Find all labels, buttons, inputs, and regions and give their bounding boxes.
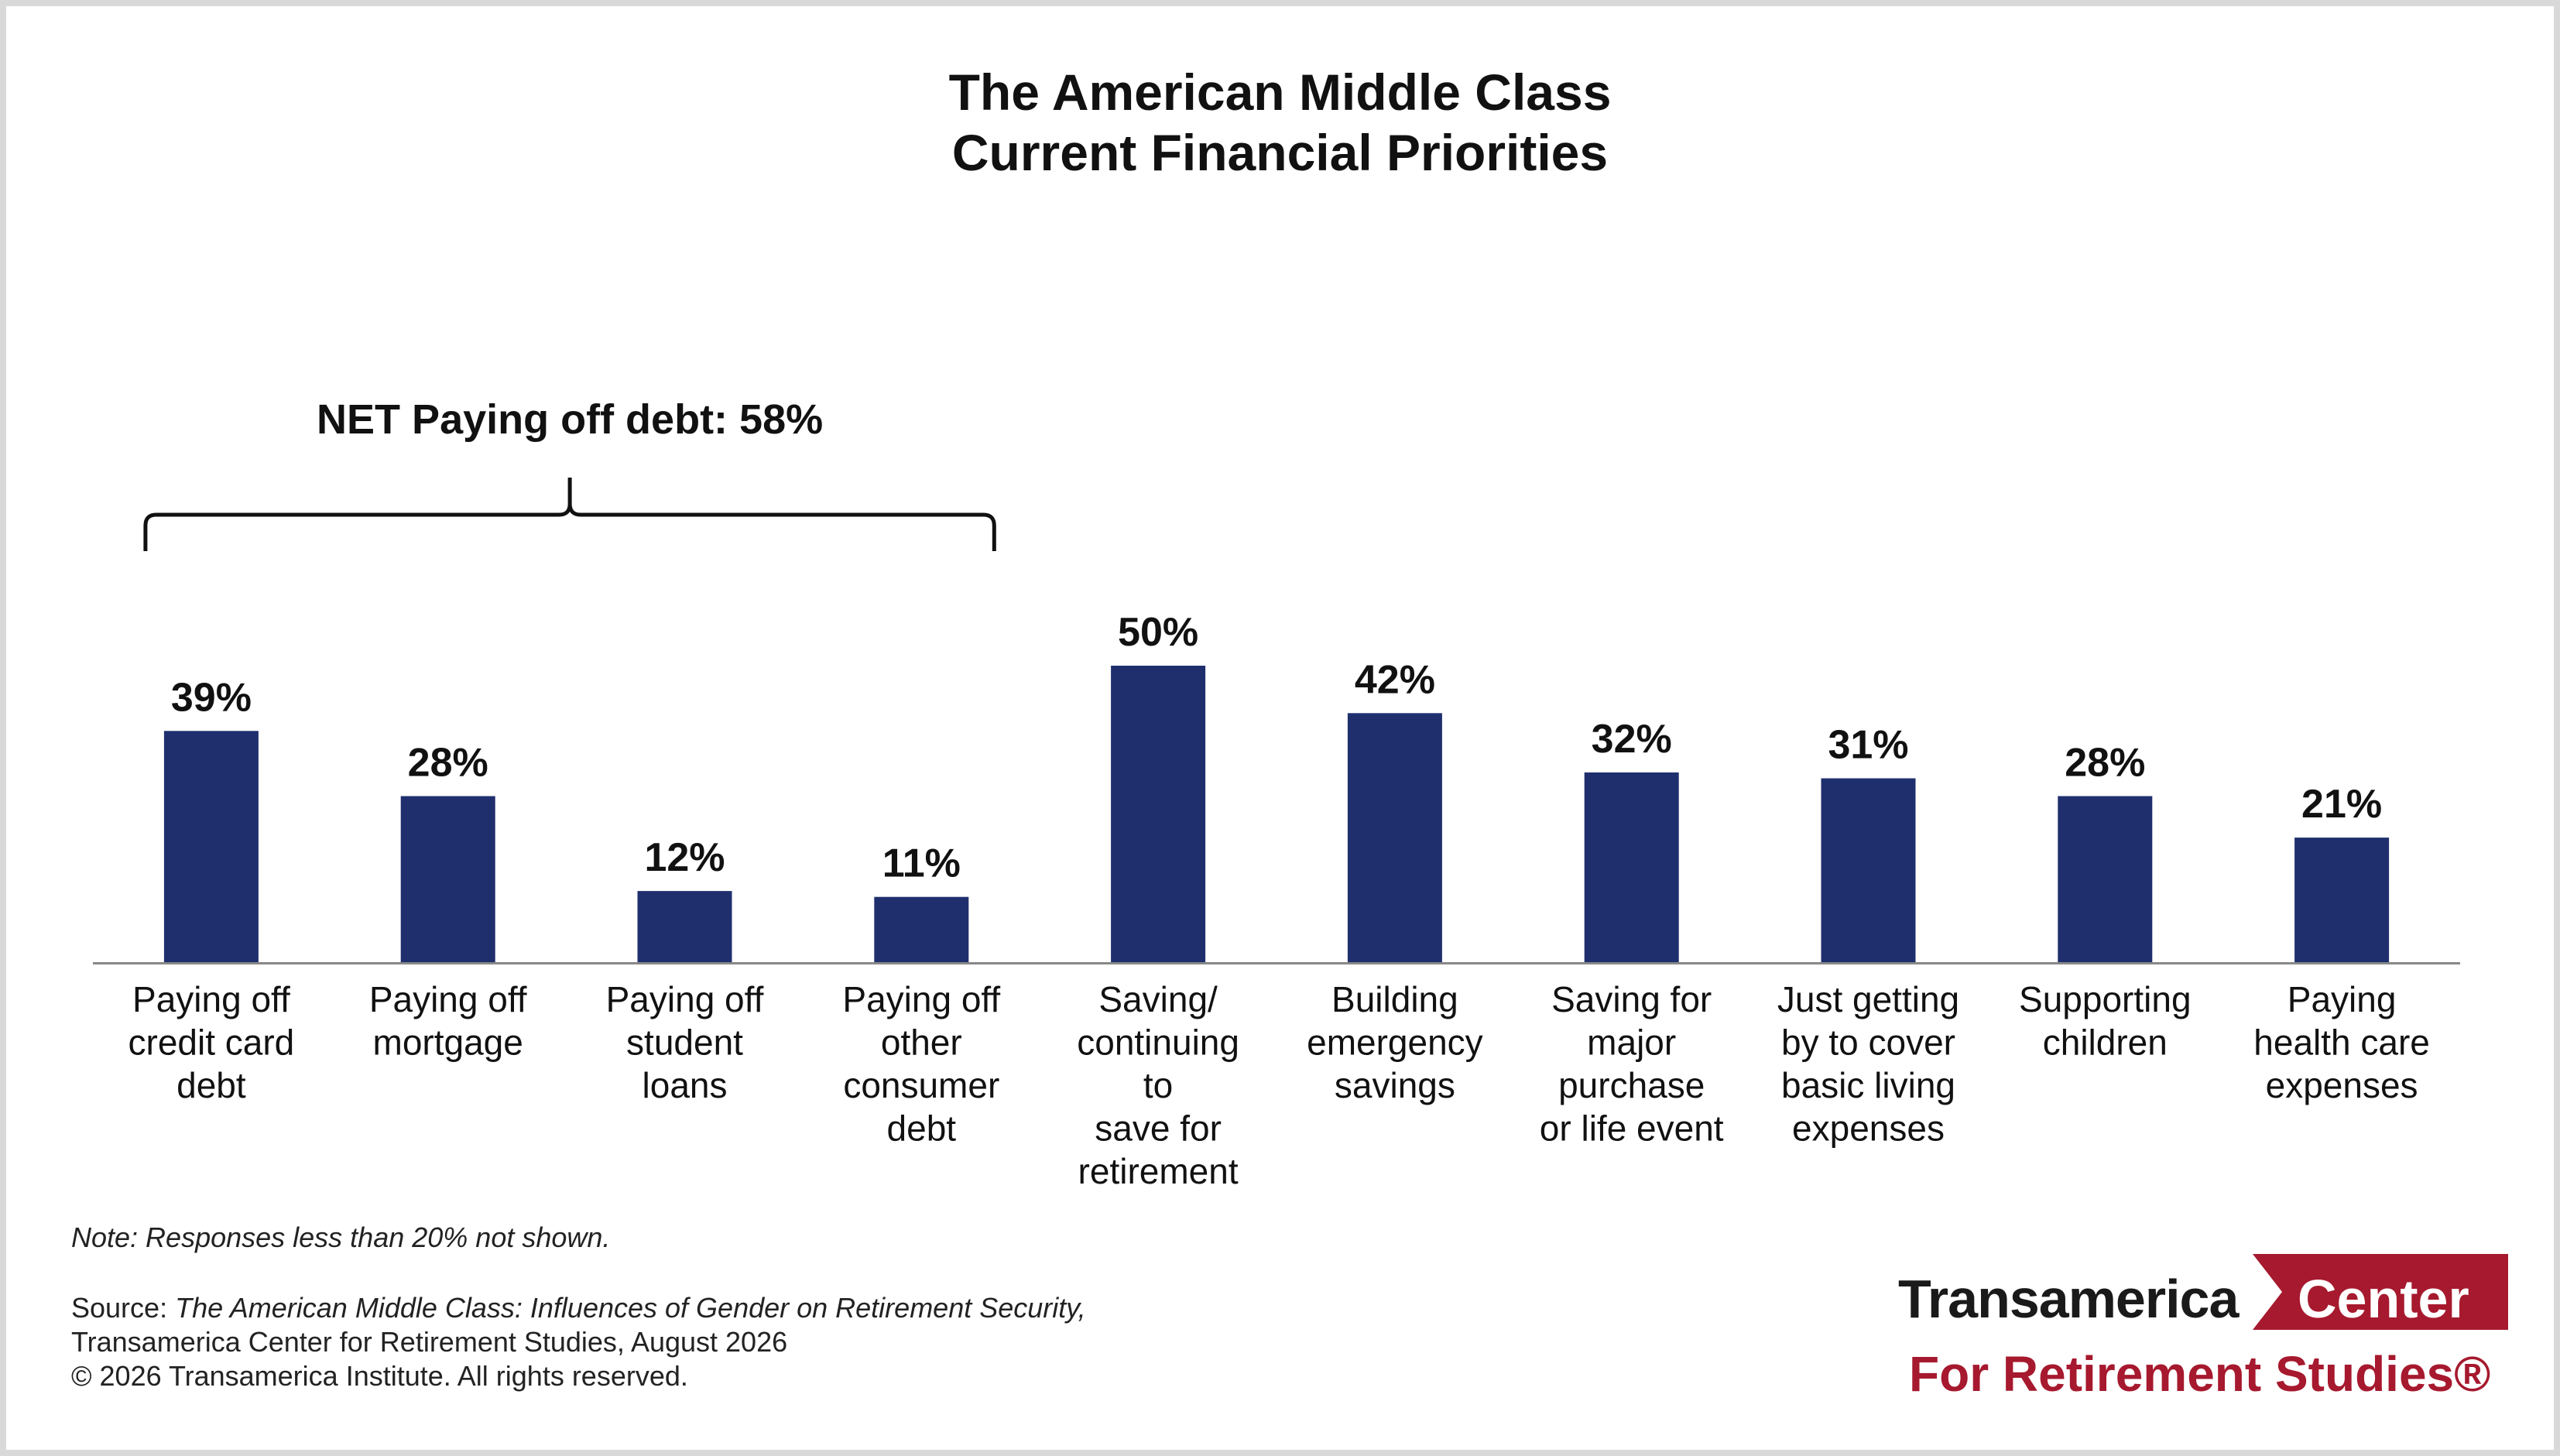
value-label-3: 11% — [882, 841, 961, 886]
logo-flag-shape — [2253, 1254, 2508, 1330]
category-label-9: Paying health care expenses — [2253, 979, 2430, 1105]
chart-title-line-1: The American Middle Class — [948, 63, 1612, 121]
bar-4 — [1111, 666, 1206, 962]
value-label-5: 42% — [1355, 657, 1435, 702]
value-label-4: 50% — [1118, 610, 1198, 655]
source-line-1: Source: The American Middle Class: Influ… — [71, 1291, 1086, 1325]
chart-title: The American Middle Class Current Financ… — [0, 62, 2560, 183]
bar-9 — [2294, 838, 2390, 962]
category-label-0: Paying off credit card debt — [129, 979, 295, 1105]
category-label-7: Just getting by to cover basic living expen… — [1777, 979, 1959, 1149]
bar-8 — [2058, 796, 2153, 962]
bar-6 — [1584, 772, 1679, 962]
value-label-6: 32% — [1592, 717, 1672, 762]
source-prefix: Source: — [71, 1292, 176, 1324]
value-label-2: 12% — [644, 835, 725, 880]
net-debt-annotation: NET Paying off debt: 58% — [143, 396, 996, 551]
source-title: The American Middle Class: Influences of… — [175, 1292, 1086, 1324]
chart-source: Source: The American Middle Class: Influ… — [71, 1291, 1086, 1393]
value-label-8: 28% — [2065, 741, 2145, 786]
value-label-1: 28% — [408, 741, 488, 786]
category-label-3: Paying off other consumer debt — [842, 979, 1000, 1149]
category-label-5: Building emergency savings — [1307, 979, 1483, 1105]
category-labels: Paying off credit card debt Paying off mortg… — [129, 979, 2430, 1191]
bar-0 — [163, 731, 259, 962]
category-label-4: Saving/continuing to save for retirement — [1077, 979, 1239, 1191]
net-debt-label: NET Paying off debt: 58% — [317, 396, 823, 443]
category-label-8: Supporting children — [2019, 979, 2192, 1063]
net-debt-bracket — [143, 478, 996, 551]
category-label-6: Saving for major purchase or life event — [1540, 979, 1724, 1149]
value-label-7: 31% — [1828, 723, 1908, 768]
value-labels: 39% 28% 12% 11% 50% 42% 32% 31% 28% 21% — [171, 610, 2382, 886]
bars — [163, 666, 2390, 962]
bar-5 — [1347, 713, 1442, 962]
chart-title-line-2: Current Financial Priorities — [951, 124, 1609, 181]
bar-7 — [1821, 778, 1916, 962]
category-label-2: Paying off student loans — [606, 979, 764, 1105]
category-label-1: Paying off mortgage — [369, 979, 527, 1063]
bar-1 — [400, 796, 495, 962]
value-label-0: 39% — [171, 675, 252, 720]
chart-note: Note: Responses less than 20% not shown. — [71, 1221, 611, 1253]
transamerica-logo: Transamerica Center For Retirement Studi… — [1889, 1254, 2508, 1409]
copyright: © 2026 Transamerica Institute. All right… — [71, 1360, 688, 1392]
bar-3 — [874, 896, 969, 962]
value-label-9: 21% — [2301, 782, 2382, 827]
source-line-2: Transamerica Center for Retirement Studi… — [71, 1326, 788, 1358]
logo-flag-text: Center — [2298, 1269, 2469, 1329]
bar-2 — [637, 891, 732, 962]
logo-subtitle: For Retirement Studies® — [1909, 1346, 2491, 1402]
logo-wordmark: Transamerica — [1898, 1269, 2239, 1329]
